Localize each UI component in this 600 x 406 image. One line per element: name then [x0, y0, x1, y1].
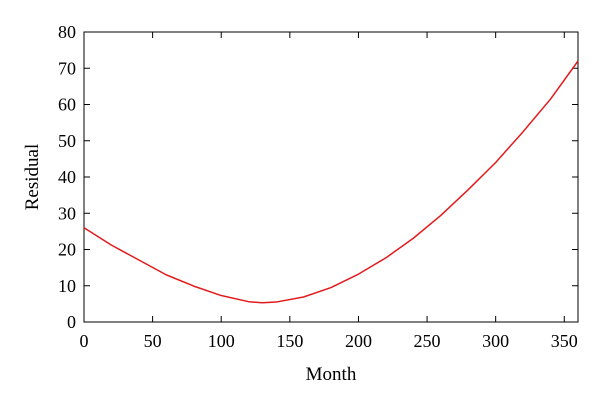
y-tick-label: 80 — [58, 22, 76, 42]
plot-frame — [83, 31, 579, 323]
y-tick-label: 40 — [58, 167, 76, 187]
y-tick-label: 70 — [58, 58, 76, 78]
x-axis-title: Month — [306, 364, 357, 385]
x-tick-label: 100 — [208, 331, 235, 351]
x-tick-label: 350 — [551, 331, 578, 351]
x-tick-label: 150 — [276, 331, 303, 351]
y-tick-label: 20 — [58, 240, 76, 260]
y-tick-label: 30 — [58, 203, 76, 223]
y-tick-label: 0 — [67, 312, 76, 332]
y-tick-label: 10 — [58, 276, 76, 296]
y-axis-title: Residual — [22, 144, 43, 211]
y-tick-label: 50 — [58, 131, 76, 151]
y-tick-label: 60 — [58, 95, 76, 115]
series-line — [83, 60, 579, 304]
series-layer — [83, 60, 579, 304]
axis-ticks — [83, 31, 578, 323]
x-tick-label: 250 — [414, 331, 441, 351]
x-tick-label: 50 — [144, 331, 162, 351]
x-tick-label: 200 — [345, 331, 372, 351]
tick-labels: 0 50 100 150 200 250 300 350 0 10 20 30 40 50 60 70 80 — [58, 22, 578, 351]
x-tick-label: 0 — [80, 331, 89, 351]
x-tick-label: 300 — [482, 331, 509, 351]
